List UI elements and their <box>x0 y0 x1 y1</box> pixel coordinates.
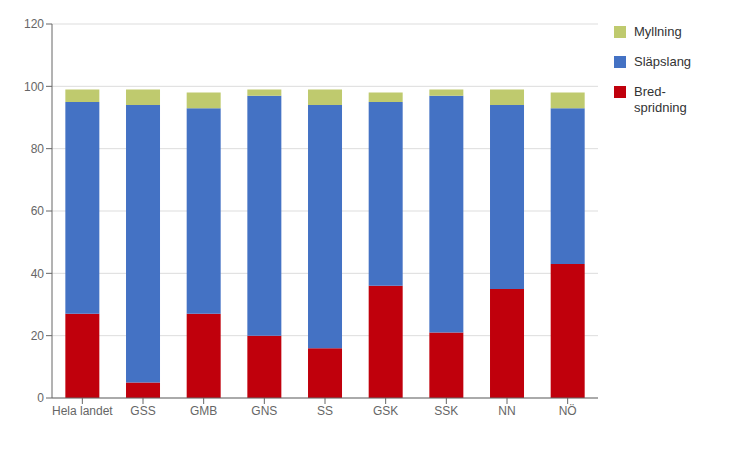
html-text:Släpslang: Släpslang <box>634 54 692 69</box>
svg-text:40: 40 <box>31 267 45 281</box>
svg-text:NN: NN <box>498 404 515 418</box>
svg-text:GMB: GMB <box>190 404 217 418</box>
svg-text:80: 80 <box>31 142 45 156</box>
html-text:Bred- spridning: Bred- spridning <box>634 84 687 115</box>
svg-text:SS: SS <box>317 404 333 418</box>
svg-text:Hela landet: Hela landet <box>52 404 113 418</box>
svg-text:SSK: SSK <box>434 404 458 418</box>
svg-text:GSK: GSK <box>373 404 398 418</box>
svg-text:20: 20 <box>31 329 45 343</box>
svg-text:NÖ: NÖ <box>559 404 577 418</box>
svg-text:0: 0 <box>37 391 44 405</box>
html-text:Myllning: Myllning <box>634 24 682 39</box>
svg-text:60: 60 <box>31 204 45 218</box>
svg-text:GNS: GNS <box>251 404 277 418</box>
svg-text:100: 100 <box>24 80 44 94</box>
svg-text:120: 120 <box>24 17 44 31</box>
svg-text:GSS: GSS <box>130 404 155 418</box>
